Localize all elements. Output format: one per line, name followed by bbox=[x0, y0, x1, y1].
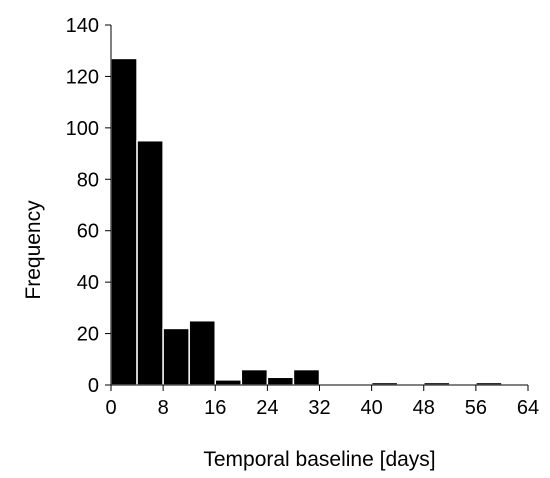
x-tick-label-16: 16 bbox=[204, 397, 226, 419]
y-tick-label-80: 80 bbox=[77, 169, 99, 191]
x-tick-label-0: 0 bbox=[105, 397, 116, 419]
y-axis-title: Frequency bbox=[22, 200, 45, 300]
histogram-bar-0-4 bbox=[110, 57, 138, 386]
x-axis-ticks: 0 8 16 24 32 40 48 56 64 bbox=[105, 385, 539, 419]
x-tick-label-32: 32 bbox=[308, 397, 330, 419]
histogram-bar-4-8 bbox=[136, 139, 164, 386]
y-tick-label-100: 100 bbox=[66, 118, 99, 140]
histogram-bar-12-16 bbox=[188, 319, 216, 386]
bars-group bbox=[110, 57, 503, 386]
x-tick-label-64: 64 bbox=[517, 397, 539, 419]
histogram-bar-24-28 bbox=[266, 376, 295, 386]
x-tick-label-24: 24 bbox=[256, 397, 278, 419]
y-tick-label-40: 40 bbox=[77, 272, 99, 294]
y-tick-label-20: 20 bbox=[77, 324, 99, 346]
x-tick-label-8: 8 bbox=[158, 397, 169, 419]
y-tick-label-0: 0 bbox=[88, 375, 99, 397]
y-axis-ticks: 0 20 40 60 80 100 120 140 bbox=[66, 15, 111, 397]
histogram-bar-28-32 bbox=[292, 368, 321, 386]
y-tick-label-60: 60 bbox=[77, 221, 99, 243]
x-tick-label-40: 40 bbox=[361, 397, 383, 419]
y-tick-label-120: 120 bbox=[66, 66, 99, 88]
histogram-bar-16-20 bbox=[214, 379, 243, 386]
x-axis-title: Temporal baseline [days] bbox=[203, 448, 435, 471]
x-tick-label-48: 48 bbox=[413, 397, 435, 419]
y-tick-label-140: 140 bbox=[66, 15, 99, 37]
histogram-bar-20-24 bbox=[240, 368, 269, 386]
x-tick-label-56: 56 bbox=[465, 397, 487, 419]
histogram-bar-8-12 bbox=[162, 327, 190, 386]
